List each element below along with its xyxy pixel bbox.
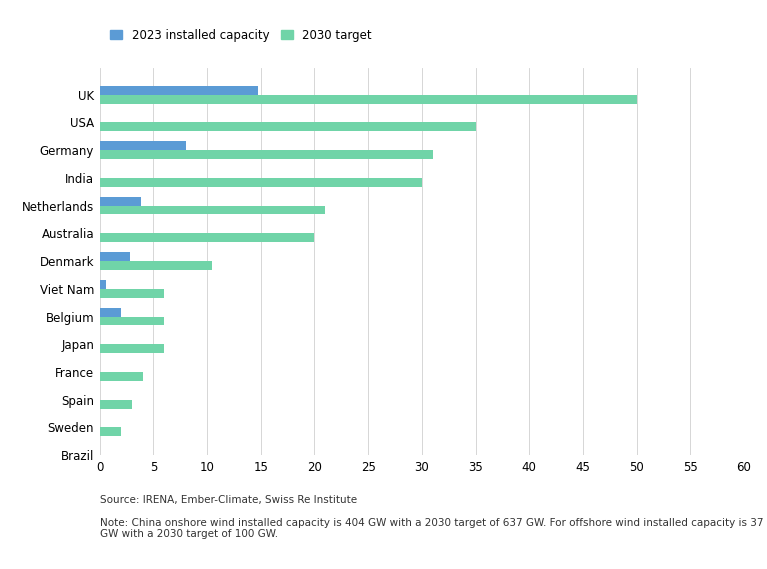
Bar (100, 400, 132, 409)
Bar (100, 122, 476, 131)
Bar (100, 233, 314, 242)
Bar (100, 372, 143, 381)
Bar (100, 197, 140, 205)
Bar (100, 141, 186, 150)
Bar (100, 86, 258, 94)
Legend: 2023 installed capacity, 2030 target: 2023 installed capacity, 2030 target (106, 24, 377, 46)
Bar (100, 205, 325, 215)
Text: Source: IRENA, Ember-Climate, Swiss Re Institute: Source: IRENA, Ember-Climate, Swiss Re I… (100, 495, 357, 505)
Bar (100, 150, 433, 159)
Bar (100, 316, 164, 325)
Bar (100, 261, 212, 270)
Bar (100, 427, 121, 436)
Bar (100, 252, 130, 261)
Bar (100, 308, 121, 316)
Bar (100, 344, 164, 353)
Bar (100, 289, 164, 298)
Text: Note: China onshore wind installed capacity is 404 GW with a 2030 target of 637 : Note: China onshore wind installed capac… (100, 518, 763, 539)
Bar (100, 280, 106, 289)
Bar (100, 94, 637, 104)
Bar (100, 178, 422, 187)
